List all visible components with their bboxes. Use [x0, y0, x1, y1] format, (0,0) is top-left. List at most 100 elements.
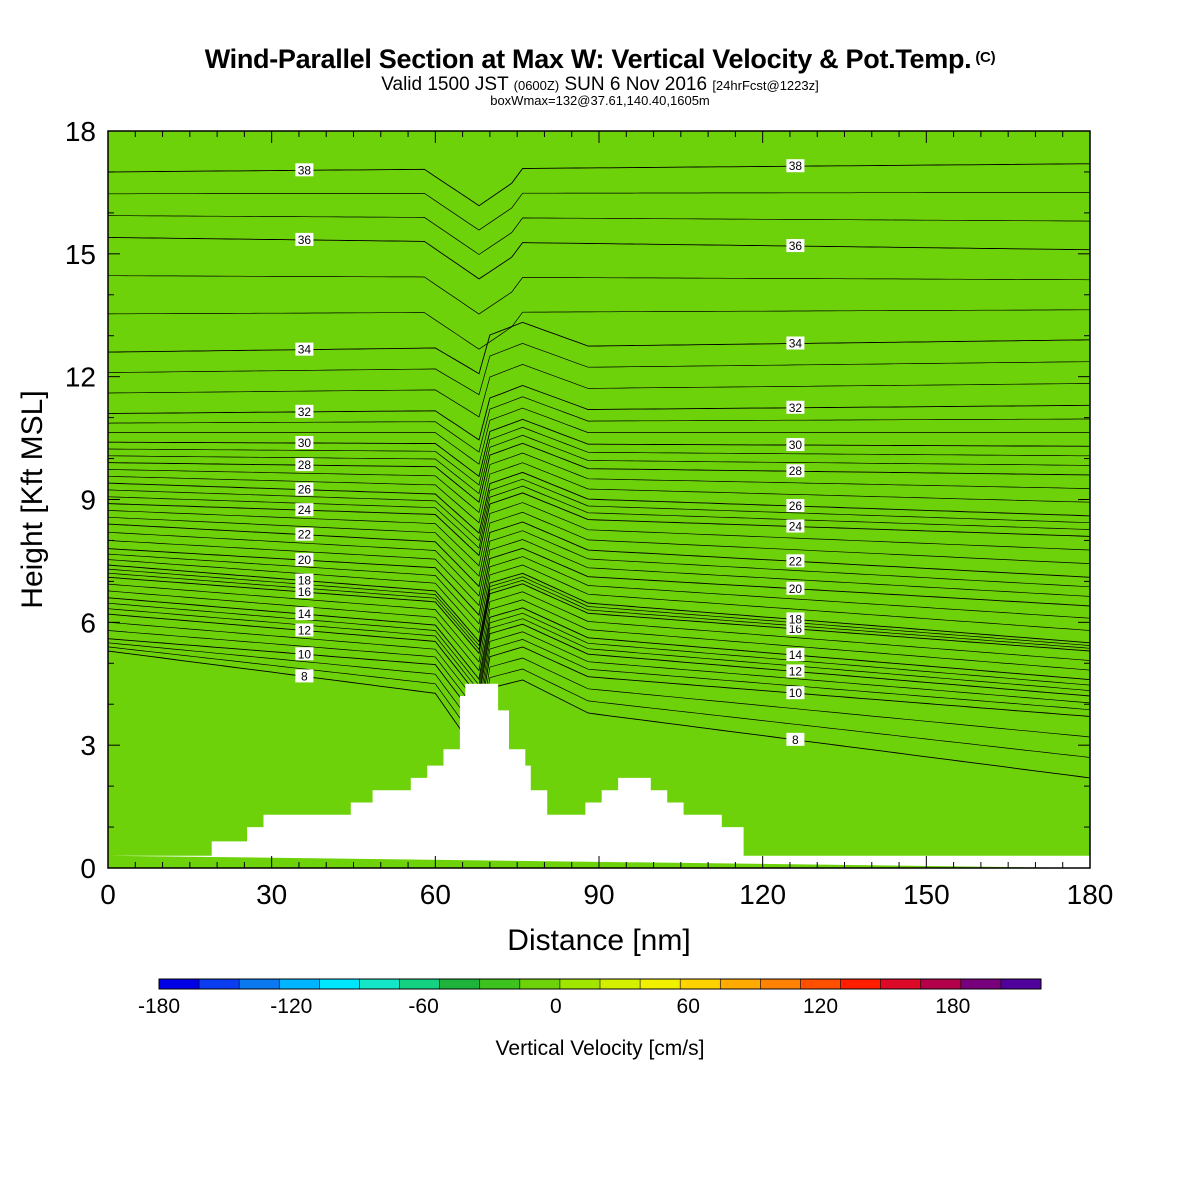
colorbar-swatch — [960, 979, 1002, 989]
x-axis-label: Distance [nm] — [507, 924, 690, 957]
contour-label-bg — [786, 554, 805, 568]
theta-contour — [108, 650, 1090, 779]
x-tick-label: 180 — [1067, 879, 1114, 910]
theta-contour-minor — [108, 511, 1090, 577]
contour-label-bg — [786, 400, 805, 414]
contour-label-bg — [786, 239, 805, 253]
contour-label-bg — [295, 669, 314, 683]
contour-label: 22 — [786, 554, 805, 568]
contour-label-text: 8 — [792, 733, 799, 747]
colorbar-tick-label: 60 — [677, 995, 700, 1018]
colorbar-tick-label: 180 — [935, 995, 970, 1018]
contour-label-bg — [295, 623, 314, 637]
colorbar-tick-label: 0 — [550, 995, 562, 1018]
contour-labels: 8810101212141416161818202022222424262628… — [295, 159, 805, 747]
contour-label-text: 22 — [789, 554, 803, 568]
contour-label: 36 — [786, 239, 805, 253]
terrain-mask — [108, 683, 1090, 868]
contour-label-text: 14 — [789, 648, 803, 662]
contour-label: 26 — [786, 499, 805, 513]
theta-contour-minor — [108, 452, 1090, 514]
contour-label: 14 — [786, 648, 805, 662]
theta-contour-minor — [108, 621, 1090, 707]
contour-label: 24 — [786, 519, 805, 534]
contour-label-text: 34 — [789, 337, 803, 351]
colorbar-swatch — [880, 979, 922, 989]
colorbar-swatch — [840, 979, 882, 989]
contour-label-text: 10 — [789, 686, 803, 700]
colorbar-swatch — [640, 979, 681, 989]
contour-label-text: 38 — [298, 163, 312, 177]
chart-title: Wind-Parallel Section at Max W: Vertical… — [0, 44, 1200, 75]
y-tick-label: 15 — [65, 239, 96, 270]
theta-contour-minor — [108, 568, 1090, 647]
y-tick-label: 6 — [80, 607, 96, 638]
y-tick-label: 3 — [80, 730, 96, 761]
colorbar-swatch — [319, 979, 360, 989]
contour-label-text: 22 — [298, 528, 312, 542]
contour-label: 36 — [295, 232, 314, 247]
colorbar-swatch — [680, 979, 721, 989]
contour-label-bg — [295, 527, 314, 541]
theta-contour-minor — [108, 608, 1090, 692]
theta-contour — [108, 597, 1090, 681]
contour-label-text: 32 — [789, 401, 803, 415]
theta-contour-minor — [108, 642, 1090, 738]
colorbar-swatch — [519, 979, 561, 989]
contour-label: 32 — [786, 400, 805, 415]
contour-label: 32 — [295, 404, 314, 419]
contour-label-bg — [295, 503, 314, 517]
contour-label-text: 28 — [789, 464, 803, 478]
colorbar-swatch — [399, 979, 441, 989]
contour-label-text: 20 — [298, 553, 312, 567]
copyright-mark: (C) — [975, 49, 996, 66]
contour-label-text: 14 — [298, 607, 312, 621]
contour-label-text: 32 — [298, 405, 312, 419]
contour-label-bg — [786, 732, 805, 746]
theta-contour-minor — [108, 343, 1090, 396]
contour-label-text: 26 — [789, 499, 803, 513]
subtitle-valid: Valid 1500 JST — [381, 74, 509, 95]
contour-label-text: 30 — [298, 436, 312, 450]
x-tick-label: 150 — [903, 879, 950, 910]
theta-contour-minor — [108, 590, 1090, 672]
colorbar-label: Vertical Velocity [cm/s] — [495, 1037, 705, 1060]
x-tick-label: 120 — [739, 879, 786, 910]
theta-contour-minor — [108, 462, 1090, 524]
contour-label: 34 — [786, 336, 805, 351]
theta-contour — [108, 163, 1090, 207]
contour-label: 26 — [295, 482, 314, 497]
contour-label-bg — [295, 458, 314, 472]
contour-label: 18 — [786, 612, 805, 626]
contour-label-bg — [786, 648, 805, 662]
colorbar-swatch — [479, 979, 521, 989]
theta-contour-minor — [108, 426, 1090, 486]
theta-contour-minor — [108, 485, 1090, 549]
contour-label: 38 — [295, 163, 314, 177]
contour-label: 12 — [295, 623, 314, 638]
y-axis-label: Height [Kft MSL] — [16, 390, 49, 608]
colorbar-swatch — [279, 979, 320, 989]
chart-subtitle: Valid 1500 JST (0600Z) SUN 6 Nov 2016 [2… — [0, 74, 1200, 96]
theta-contour — [108, 492, 1090, 557]
contour-label-bg — [786, 664, 805, 678]
theta-contour — [108, 471, 1090, 534]
theta-contour — [108, 385, 1090, 441]
subtitle-date: SUN 6 Nov 2016 — [564, 74, 708, 95]
chart-title-text: Wind-Parallel Section at Max W: Vertical… — [204, 44, 972, 74]
colorbar-swatch — [199, 979, 240, 989]
colorbar-tick-label: -180 — [138, 995, 180, 1018]
contour-label: 38 — [786, 159, 805, 173]
theta-contour-minor — [108, 583, 1090, 663]
contour-label-text: 24 — [298, 503, 312, 517]
chart-subtitle-box-wmax: boxWmax=132@37.61,140.40,1605m — [490, 93, 710, 108]
x-tick-label: 0 — [100, 879, 116, 910]
theta-contour-minor — [108, 396, 1090, 453]
colorbar-tick-label: -60 — [408, 995, 438, 1018]
theta-contour-minor — [108, 215, 1090, 255]
y-tick-label: 12 — [65, 362, 96, 393]
theta-contour-minor — [108, 539, 1090, 607]
theta-contour-minor — [108, 407, 1090, 465]
contour-label: 28 — [786, 464, 805, 478]
